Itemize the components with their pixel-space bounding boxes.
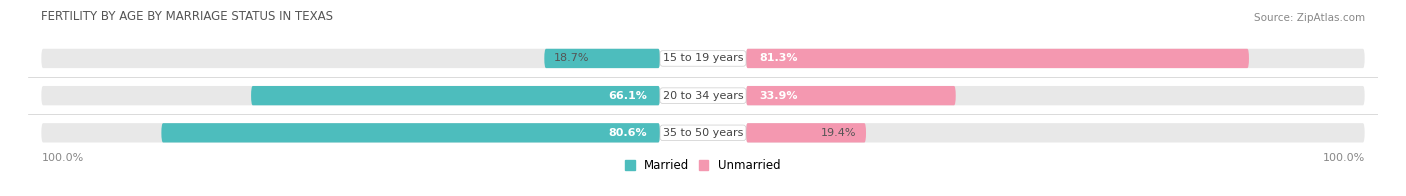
Text: 35 to 50 years: 35 to 50 years [662,128,744,138]
Text: 80.6%: 80.6% [609,128,647,138]
FancyBboxPatch shape [747,49,1249,68]
FancyBboxPatch shape [41,123,659,142]
Text: 66.1%: 66.1% [607,91,647,101]
Text: 100.0%: 100.0% [1323,153,1365,163]
FancyBboxPatch shape [41,86,659,105]
Text: 15 to 19 years: 15 to 19 years [662,54,744,64]
Text: 100.0%: 100.0% [41,153,83,163]
Legend: Married, Unmarried: Married, Unmarried [626,159,780,172]
FancyBboxPatch shape [162,123,659,142]
Text: FERTILITY BY AGE BY MARRIAGE STATUS IN TEXAS: FERTILITY BY AGE BY MARRIAGE STATUS IN T… [41,10,333,23]
FancyBboxPatch shape [747,49,1365,68]
FancyBboxPatch shape [252,86,659,105]
Text: 19.4%: 19.4% [821,128,856,138]
FancyBboxPatch shape [41,49,659,68]
FancyBboxPatch shape [544,49,659,68]
Text: 20 to 34 years: 20 to 34 years [662,91,744,101]
FancyBboxPatch shape [747,123,1365,142]
Text: 81.3%: 81.3% [759,54,797,64]
FancyBboxPatch shape [747,123,866,142]
Text: 18.7%: 18.7% [554,54,589,64]
Text: Source: ZipAtlas.com: Source: ZipAtlas.com [1254,13,1365,23]
Text: 33.9%: 33.9% [759,91,797,101]
FancyBboxPatch shape [747,86,1365,105]
FancyBboxPatch shape [747,86,956,105]
